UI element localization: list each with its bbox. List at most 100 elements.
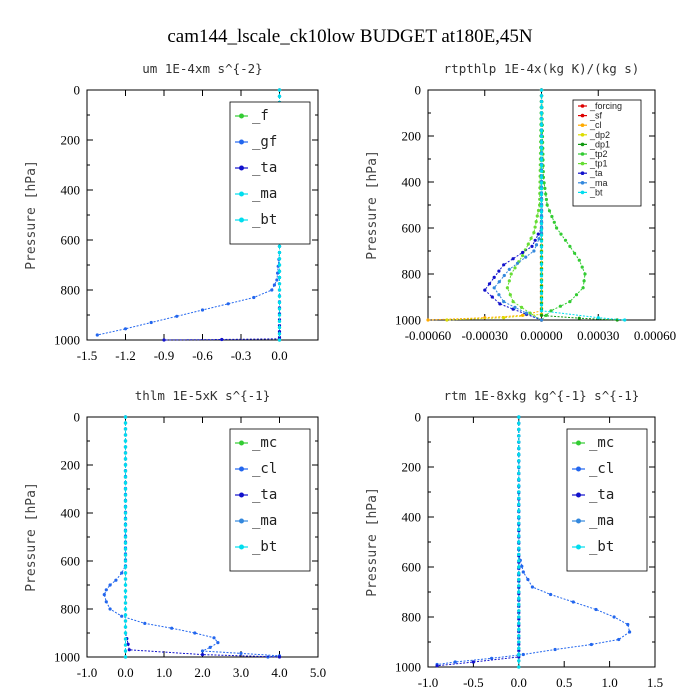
data-point — [226, 302, 230, 306]
data-point — [517, 552, 521, 557]
data-point — [539, 286, 544, 290]
data-point — [520, 564, 524, 568]
data-point — [539, 245, 544, 249]
data-point — [568, 244, 572, 248]
series-line — [493, 90, 542, 321]
data-point — [497, 269, 501, 273]
data-point — [120, 571, 124, 575]
data-point — [552, 220, 556, 224]
legend-label: _ma — [252, 513, 277, 529]
y-tick-label: 800 — [402, 267, 422, 282]
legend-marker — [580, 190, 585, 195]
data-point — [498, 302, 502, 306]
data-point — [563, 238, 568, 242]
series-ma — [492, 88, 544, 322]
data-point — [517, 615, 521, 619]
plot-area — [426, 88, 627, 322]
data-point — [539, 169, 544, 173]
series-ta — [483, 88, 544, 322]
y-tick-label: 800 — [61, 602, 81, 617]
data-point — [277, 263, 282, 267]
data-point — [123, 619, 128, 623]
data-point — [123, 415, 128, 419]
legend-label: _mc — [589, 435, 614, 451]
data-point — [507, 279, 511, 283]
data-point — [517, 659, 521, 663]
data-point — [277, 338, 282, 342]
data-point — [123, 433, 128, 437]
legend-marker — [239, 440, 244, 446]
x-tick-label: 1.0 — [601, 675, 617, 690]
data-point — [220, 337, 224, 342]
data-point — [623, 318, 627, 322]
legend-marker — [580, 152, 585, 156]
data-point — [149, 320, 153, 325]
data-point — [502, 273, 506, 278]
data-point — [275, 278, 279, 282]
data-point — [517, 559, 521, 563]
data-point — [517, 609, 521, 613]
data-point — [577, 316, 581, 320]
data-point — [533, 225, 537, 229]
data-point — [143, 621, 147, 626]
data-point — [534, 220, 538, 224]
data-point — [123, 547, 128, 551]
series-line — [437, 417, 520, 667]
data-point — [539, 210, 544, 214]
legend: _f _gf _ta _ma _bt — [229, 101, 311, 245]
data-point — [497, 293, 501, 297]
data-point — [529, 236, 533, 240]
x-tick-label: -0.9 — [154, 348, 175, 363]
data-point — [123, 523, 128, 527]
legend-marker — [239, 165, 244, 171]
y-tick-label: 0 — [415, 83, 422, 98]
data-point — [537, 237, 541, 241]
panel-3: thlm 1E-5xK s^{-1} Pressure [hPa] 0 200 400 6… — [24, 388, 326, 680]
x-tick-label: -1.2 — [115, 348, 136, 363]
data-point — [539, 291, 544, 295]
data-point — [517, 452, 521, 457]
legend-marker — [576, 440, 581, 446]
data-point — [539, 222, 544, 226]
data-point — [553, 647, 557, 652]
data-point — [539, 193, 544, 197]
data-point — [539, 152, 544, 156]
x-tick-label: -1.0 — [77, 665, 98, 680]
y-tick-label: 0 — [74, 410, 81, 425]
data-point — [539, 105, 544, 109]
data-point — [628, 630, 632, 634]
legend-marker — [580, 171, 585, 175]
x-tick-label: -0.00060 — [405, 328, 452, 343]
data-point — [544, 192, 548, 196]
data-point — [571, 600, 575, 604]
data-point — [589, 642, 594, 647]
data-point — [517, 421, 521, 425]
data-point — [517, 459, 521, 463]
data-point — [471, 660, 475, 664]
data-point — [517, 642, 521, 647]
data-point — [532, 231, 536, 235]
data-point — [539, 123, 544, 127]
series-bt — [123, 415, 128, 659]
legend-marker — [239, 492, 244, 498]
y-axis-label: Pressure [hPa] — [24, 160, 39, 270]
data-point — [277, 288, 282, 292]
data-point — [517, 665, 521, 669]
data-point — [517, 577, 521, 582]
data-point — [502, 316, 506, 320]
data-point — [517, 590, 521, 594]
data-point — [573, 251, 577, 255]
data-point — [502, 300, 506, 304]
legend-box — [572, 99, 642, 207]
y-tick-label: 400 — [61, 183, 81, 198]
data-point — [277, 94, 282, 98]
data-point — [123, 451, 128, 455]
panel-title: thlm 1E-5xK s^{-1} — [135, 388, 270, 403]
data-point — [200, 649, 205, 653]
legend-label: _f — [252, 108, 269, 124]
data-point — [539, 158, 544, 162]
data-point — [200, 308, 205, 312]
data-point — [123, 559, 128, 563]
data-point — [277, 319, 282, 323]
data-point — [239, 651, 243, 656]
